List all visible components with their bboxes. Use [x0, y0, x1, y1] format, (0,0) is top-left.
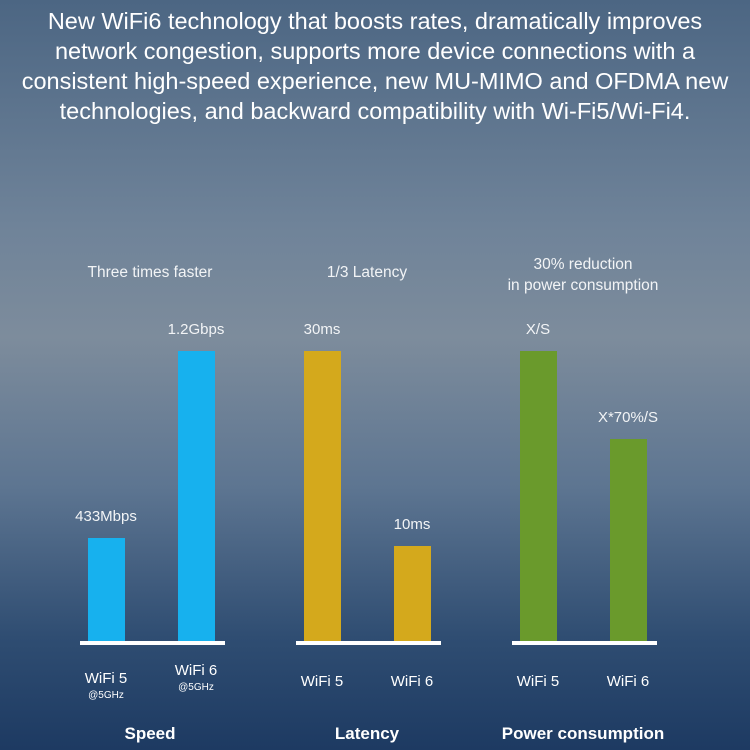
- data-label: 1.2Gbps: [167, 321, 225, 338]
- category-label: WiFi 6 @5GHz: [146, 662, 246, 693]
- data-label: X/S: [525, 321, 551, 338]
- data-label: 10ms: [393, 515, 431, 533]
- data-label: 433Mbps: [75, 507, 137, 525]
- data-label: 30ms: [303, 321, 341, 338]
- baseline: [512, 641, 657, 645]
- bar-wifi6: [610, 438, 647, 643]
- group-label: Latency: [334, 724, 400, 743]
- category-label: WiFi 5: [516, 673, 560, 690]
- category-label: WiFi 5 @5GHz: [56, 670, 156, 701]
- chart-title: 30% reduction in power consumption: [507, 256, 659, 294]
- chart-latency: 1/3 Latency 30ms WiFi 5 10ms WiFi 6 Latency: [282, 250, 452, 750]
- chart-title: Three times faster: [87, 264, 213, 281]
- category-label: WiFi 5: [300, 673, 344, 690]
- category-label: WiFi 6: [606, 673, 650, 690]
- band-label: @5GHz: [88, 690, 124, 701]
- group-label: Power consumption: [501, 724, 665, 743]
- baseline: [296, 641, 441, 645]
- group-label: Speed: [124, 724, 176, 743]
- headline: New WiFi6 technology that boosts rates, …: [21, 8, 729, 124]
- band-label: @5GHz: [178, 682, 214, 693]
- data-label: X*70%/S: [597, 408, 659, 426]
- bar-wifi6: [394, 545, 431, 643]
- baseline: [80, 641, 225, 645]
- chart-power-consumption: 30% reduction in power consumption X/S WiFi…: [498, 250, 668, 750]
- category-label: WiFi 6: [390, 673, 434, 690]
- bar-wifi5: [88, 537, 125, 643]
- bar-wifi5: [304, 351, 341, 643]
- bar-wifi5: [520, 351, 557, 643]
- bar-wifi6: [178, 351, 215, 643]
- chart-title: 1/3 Latency: [326, 264, 408, 281]
- chart-speed: Three times faster 433Mbps WiFi 5 @5GHz 1.2G…: [70, 250, 230, 750]
